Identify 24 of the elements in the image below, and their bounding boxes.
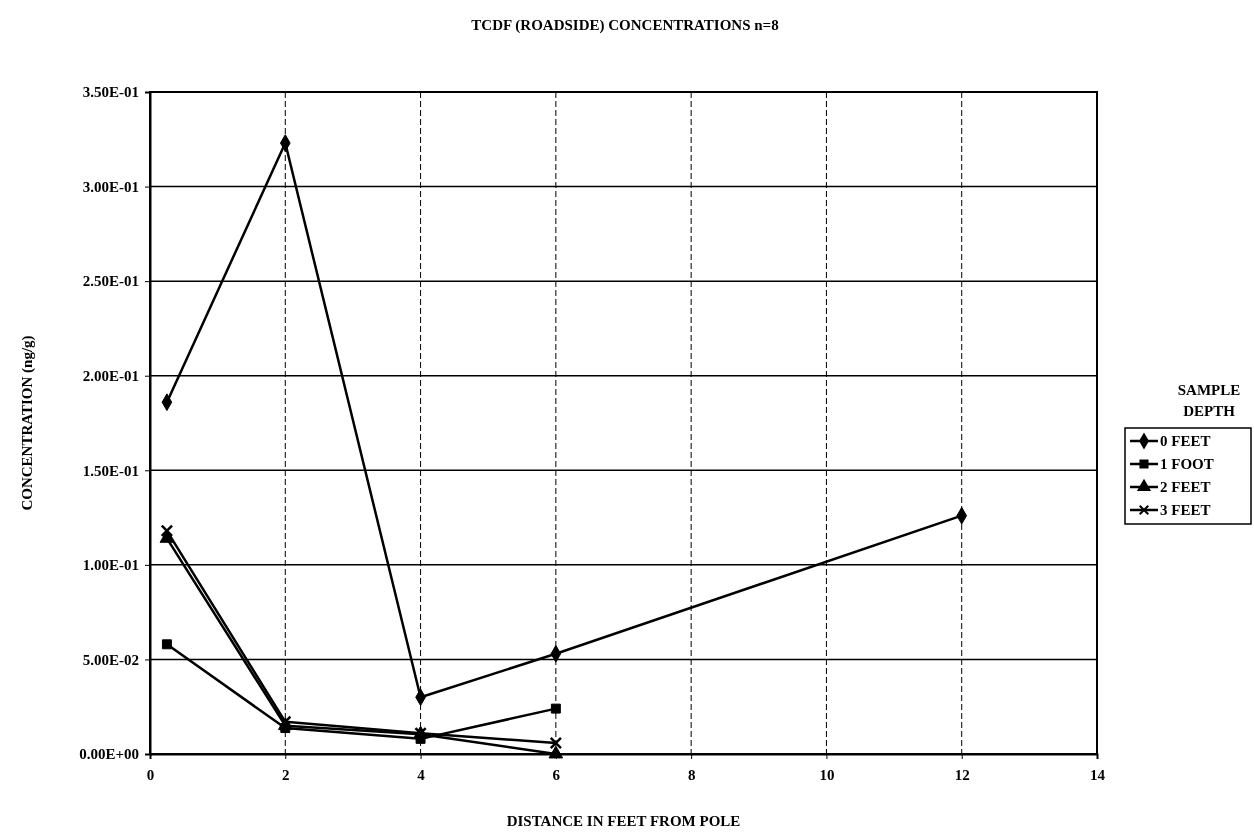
y-tick-label: 2.00E-01 bbox=[82, 368, 139, 385]
y-tick-label: 5.00E-02 bbox=[82, 651, 139, 668]
legend-label: 0 FEET bbox=[1160, 433, 1211, 449]
y-tick-label: 3.00E-01 bbox=[82, 178, 139, 195]
legend-label: 1 FOOT bbox=[1160, 456, 1214, 472]
x-tick-label: 0 bbox=[146, 766, 155, 783]
x-tick-label: 10 bbox=[819, 766, 835, 783]
y-tick-label: 3.50E-01 bbox=[82, 84, 139, 101]
x-tick-label: 12 bbox=[954, 766, 970, 783]
legend-label: 2 FEET bbox=[1160, 479, 1211, 495]
x-tick-label: 14 bbox=[1090, 766, 1106, 783]
y-tick-label: 1.50E-01 bbox=[82, 462, 139, 479]
y-tick-label: 0.00E+00 bbox=[79, 746, 139, 763]
x-tick-label: 8 bbox=[687, 766, 696, 783]
x-tick-label: 2 bbox=[282, 766, 290, 783]
chart-title: TCDF (ROADSIDE) CONCENTRATIONS n=8 bbox=[471, 17, 779, 34]
y-tick-label: 1.00E-01 bbox=[82, 557, 139, 574]
x-tick-label: 4 bbox=[417, 766, 426, 783]
legend-title: SAMPLE DEPTH bbox=[1177, 382, 1241, 419]
x-tick-label: 6 bbox=[552, 766, 561, 783]
x-axis-title: DISTANCE IN FEET FROM POLE bbox=[506, 813, 741, 829]
legend-label: 3 FEET bbox=[1160, 502, 1211, 518]
y-axis-title: CONCENTRATION (ng/g) bbox=[19, 335, 36, 511]
y-tick-label: 2.50E-01 bbox=[82, 273, 139, 290]
